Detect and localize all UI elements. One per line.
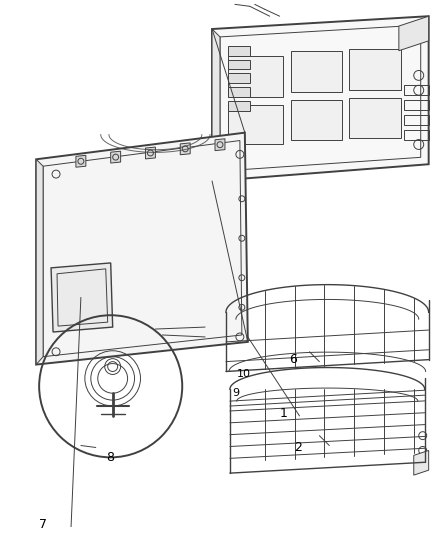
Polygon shape <box>76 155 86 167</box>
Polygon shape <box>228 101 250 111</box>
Polygon shape <box>228 105 283 144</box>
Polygon shape <box>228 46 250 55</box>
Polygon shape <box>349 49 401 90</box>
Text: 1: 1 <box>279 407 287 421</box>
Polygon shape <box>290 51 342 92</box>
Polygon shape <box>36 133 248 365</box>
Polygon shape <box>290 100 342 140</box>
Polygon shape <box>36 159 43 365</box>
Polygon shape <box>111 151 120 163</box>
Polygon shape <box>228 74 250 83</box>
Polygon shape <box>180 143 190 155</box>
Polygon shape <box>51 263 113 332</box>
Polygon shape <box>212 29 220 181</box>
Text: 9: 9 <box>232 388 239 398</box>
Text: 8: 8 <box>106 451 114 464</box>
Polygon shape <box>145 147 155 159</box>
Polygon shape <box>228 55 283 97</box>
Polygon shape <box>212 16 429 181</box>
Text: 10: 10 <box>237 369 251 379</box>
Polygon shape <box>228 60 250 69</box>
Polygon shape <box>349 98 401 138</box>
Polygon shape <box>399 16 429 51</box>
Polygon shape <box>215 139 225 151</box>
Polygon shape <box>414 450 429 475</box>
Text: 7: 7 <box>39 518 47 531</box>
Text: 6: 6 <box>290 353 297 366</box>
Polygon shape <box>228 87 250 97</box>
Text: 2: 2 <box>294 441 302 454</box>
